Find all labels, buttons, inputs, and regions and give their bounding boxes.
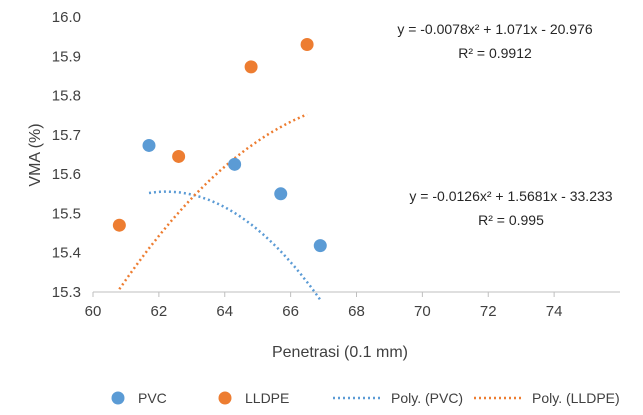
legend-label: Poly. (PVC)	[391, 390, 463, 406]
axes: 60 62 64 66 68 70 72 74 15.3 15.4 15.5 15.6 15.7 15.8…	[52, 9, 620, 320]
legend-label: LLDPE	[245, 390, 289, 406]
point-pvc	[274, 187, 288, 201]
point-pvc	[142, 138, 156, 152]
point-pvc	[228, 157, 242, 171]
point-lldpe	[112, 218, 126, 232]
x-tick-label: 62	[151, 303, 168, 320]
point-lldpe	[244, 60, 258, 74]
lldpe-r2: R² = 0.9912	[458, 45, 532, 61]
point-lldpe	[172, 149, 186, 163]
trendline-poly-pvc	[148, 190, 322, 301]
x-tick-label: 74	[546, 303, 563, 320]
y-tick-label: 15.6	[52, 166, 81, 183]
point-lldpe	[300, 38, 314, 51]
annotations: y = -0.0078x² + 1.071x - 20.976 R² = 0.9…	[397, 21, 612, 228]
x-tick-label: 70	[414, 303, 431, 320]
pvc-r2: R² = 0.995	[478, 212, 544, 228]
point-pvc	[313, 239, 327, 253]
y-tick-label: 15.4	[52, 245, 81, 262]
x-tick-label: 64	[216, 303, 233, 320]
x-tick-label: 72	[480, 303, 497, 320]
y-axis-title: VMA (%)	[27, 123, 44, 186]
legend-label: PVC	[138, 390, 167, 406]
trendline-poly-lldpe	[118, 113, 308, 290]
y-tick-label: 15.3	[52, 284, 81, 301]
legend-marker-pvc	[111, 391, 125, 405]
pvc-equation: y = -0.0126x² + 1.5681x - 33.233	[409, 188, 612, 204]
y-tick-label: 15.9	[52, 48, 81, 65]
legend-label: Poly. (LLDPE)	[532, 390, 620, 406]
x-axis-title: Penetrasi (0.1 mm)	[272, 344, 408, 361]
x-tick-label: 66	[282, 303, 299, 320]
y-tick-label: 15.8	[52, 88, 81, 105]
legend-marker-lldpe	[218, 391, 232, 405]
lldpe-equation: y = -0.0078x² + 1.071x - 20.976	[397, 21, 593, 37]
legend: PVC LLDPE Poly. (PVC) Poly. (LLDPE)	[111, 390, 620, 406]
data-points	[112, 38, 327, 253]
y-tick-label: 16.0	[52, 9, 81, 26]
trendlines	[118, 113, 322, 301]
y-tick-label: 15.5	[52, 205, 81, 222]
x-tick-label: 60	[85, 303, 102, 320]
y-tick-label: 15.7	[52, 127, 81, 144]
x-tick-label: 68	[348, 303, 365, 320]
